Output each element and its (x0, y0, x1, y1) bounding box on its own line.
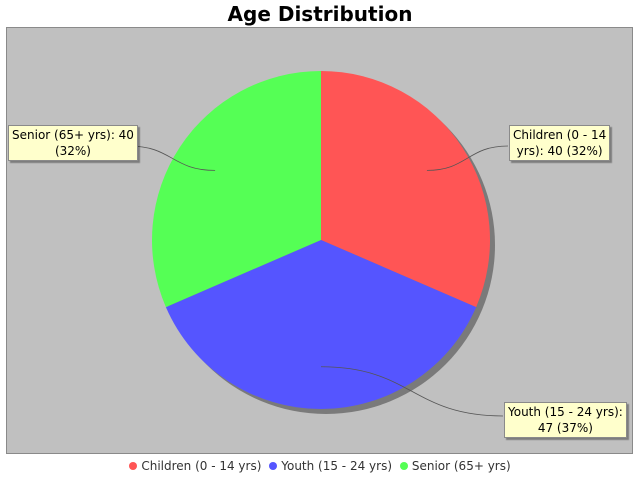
chart-title: Age Distribution (227, 2, 413, 26)
legend-item-senior: Senior (65+ yrs) (399, 459, 511, 473)
plot-area: Children (0 - 14 yrs): 40 (32%) Youth (1… (6, 27, 633, 454)
slice-label-children: Children (0 - 14 yrs): 40 (32%) (509, 125, 611, 161)
legend-swatch (269, 462, 278, 470)
slice-label-senior: Senior (65+ yrs): 40 (32%) (8, 125, 138, 161)
legend-swatch (399, 462, 408, 470)
legend-swatch (129, 462, 138, 470)
pie-slice-children (321, 71, 490, 308)
label-leader-line (320, 366, 504, 417)
pie-slice-youth (165, 240, 477, 409)
pie-chart (128, 71, 509, 417)
legend: Children (0 - 14 yrs) Youth (15 - 24 yrs… (0, 459, 640, 473)
label-leader-line (426, 145, 509, 171)
slice-label-youth: Youth (15 - 24 yrs): 47 (37%) (504, 402, 627, 438)
legend-item-children: Children (0 - 14 yrs) (129, 459, 261, 473)
label-leader-line (128, 145, 216, 171)
pie-slice-senior (151, 71, 321, 308)
legend-item-youth: Youth (15 - 24 yrs) (269, 459, 392, 473)
